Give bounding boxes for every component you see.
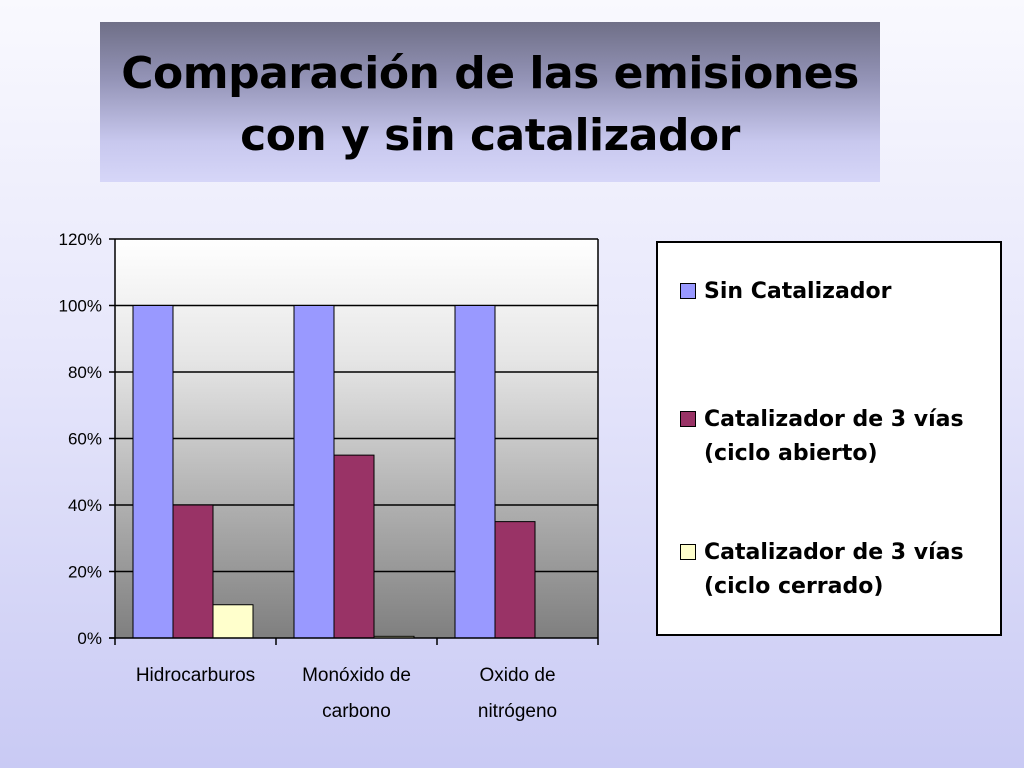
legend-swatch — [680, 411, 696, 427]
bar-series-0-cat-0 — [132, 305, 174, 639]
y-tick-label: 40% — [68, 496, 102, 515]
legend-label: Sin Catalizador — [704, 279, 892, 304]
legend-label: Catalizador de 3 vías (ciclo abierto) — [704, 407, 964, 466]
legend-swatch — [680, 544, 696, 560]
y-tick-label: 120% — [59, 230, 102, 249]
bar-series-1-cat-0 — [172, 504, 214, 639]
bar-series-0-cat-1 — [293, 305, 335, 639]
x-category-label: Monóxido de — [302, 665, 411, 686]
y-tick-label: 0% — [77, 629, 102, 648]
legend-item: Catalizador de 3 vías (ciclo abierto) — [680, 403, 994, 471]
bar-series-0-cat-2 — [454, 305, 496, 639]
title-banner: Comparación de las emisiones con y sin c… — [100, 22, 880, 182]
legend-label: Catalizador de 3 vías (ciclo cerrado) — [704, 540, 964, 599]
bar-series-1-cat-2 — [494, 521, 536, 639]
x-category-label: Oxido de — [479, 665, 555, 686]
legend-item: Sin Catalizador — [680, 275, 994, 309]
legend-swatch — [680, 283, 696, 299]
bar-series-1-cat-1 — [333, 454, 375, 639]
legend-item: Catalizador de 3 vías (ciclo cerrado) — [680, 536, 994, 604]
bar-series-2-cat-0 — [212, 604, 254, 639]
x-category-label: nitrógeno — [478, 701, 557, 722]
title-line-2: con y sin catalizador — [240, 110, 740, 161]
title-line-1: Comparación de las emisiones — [121, 48, 859, 99]
y-tick-label: 100% — [59, 297, 102, 316]
y-tick-label: 80% — [68, 363, 102, 382]
x-category-label: Hidrocarburos — [136, 665, 255, 686]
y-tick-label: 20% — [68, 563, 102, 582]
y-tick-label: 60% — [68, 430, 102, 449]
x-category-label: carbono — [322, 701, 391, 722]
legend: Sin Catalizador Catalizador de 3 vías (ci… — [656, 241, 1002, 636]
